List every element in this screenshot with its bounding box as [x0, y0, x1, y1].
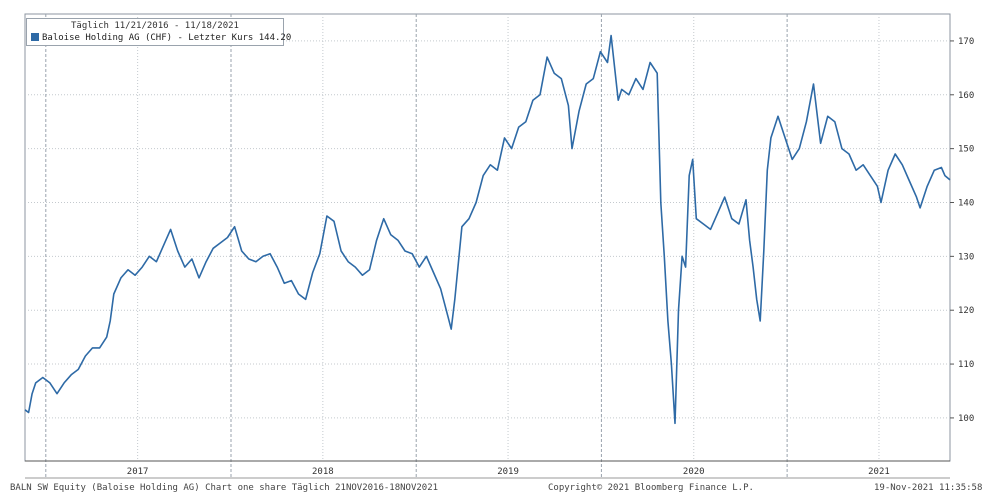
legend: Täglich 11/21/2016 - 11/18/2021 Baloise …: [26, 18, 291, 46]
legend-period: Täglich 11/21/2016 - 11/18/2021: [71, 21, 239, 31]
x-axis-ticks: 2017 2018 2019 2020 2021: [127, 467, 890, 477]
y-tick-label: 130: [958, 252, 974, 262]
legend-series-label: Baloise Holding AG (CHF) - Letzter Kurs …: [42, 33, 292, 43]
y-axis-ticks: 100 110 120 130 140 150 160 170: [950, 37, 974, 424]
x-tick-label: 2019: [497, 467, 519, 477]
y-tick-label: 150: [958, 145, 974, 155]
legend-entry: Baloise Holding AG (CHF) - Letzter Kurs …: [31, 33, 291, 43]
series-layer: [24, 34, 951, 425]
legend-swatch: [31, 33, 39, 41]
x-tick-label: 2021: [868, 467, 890, 477]
y-tick-label: 140: [958, 198, 974, 208]
y-tick-label: 120: [958, 306, 974, 316]
plot-area: [24, 13, 951, 462]
y-tick-label: 160: [958, 91, 974, 101]
y-tick-label: 100: [958, 414, 974, 424]
footer-timestamp: 19-Nov-2021 11:35:58: [874, 483, 983, 493]
footer-copyright: Copyright© 2021 Bloomberg Finance L.P.: [548, 483, 754, 493]
x-tick-label: 2017: [127, 467, 149, 477]
x-tick-label: 2020: [683, 467, 705, 477]
footer-ticker: BALN SW Equity (Baloise Holding AG) Char…: [10, 483, 439, 493]
y-tick-label: 110: [958, 360, 974, 370]
x-tick-label: 2018: [312, 467, 334, 477]
series-line-baloise: [24, 34, 951, 425]
grid-lines: [25, 14, 950, 478]
y-tick-label: 170: [958, 37, 974, 47]
